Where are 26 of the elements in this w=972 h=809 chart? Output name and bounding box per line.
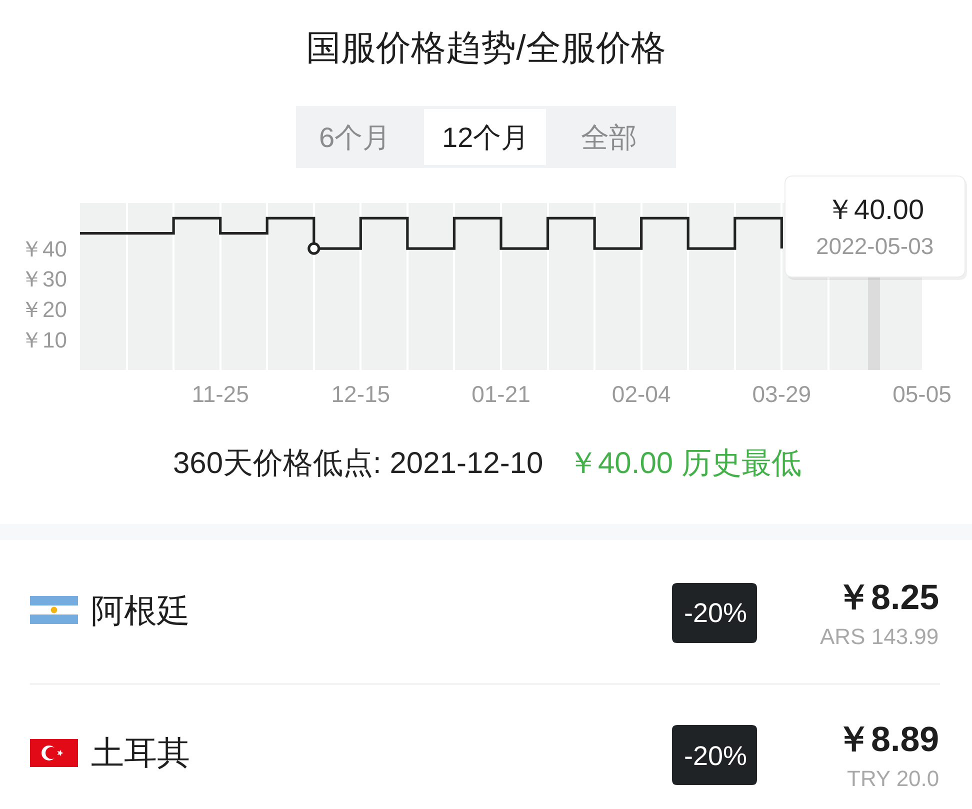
x-tick-label: 01-21 <box>472 381 530 407</box>
text: 6个月 <box>319 122 391 153</box>
text: ARS 143.99 <box>820 624 939 649</box>
x-tick-label: 11-25 <box>192 381 249 407</box>
y-tick-label: ￥30 <box>20 266 67 292</box>
x-tick-label: 03-29 <box>752 381 812 407</box>
text: ￥8.89 <box>836 720 940 759</box>
text: ￥8.25 <box>836 578 940 617</box>
text: -20% <box>684 741 748 771</box>
text: ￥40.00 历史最低 <box>568 447 802 480</box>
text: 12个月 <box>442 122 530 153</box>
chart-title: 国服价格趋势/全服价格 <box>306 28 666 68</box>
y-tick-label: ￥20 <box>20 296 67 322</box>
text: 土耳其 <box>91 734 190 771</box>
y-tick-label: ￥40 <box>20 236 67 262</box>
annotation: ￥40.00 <box>826 194 924 225</box>
text: 360天价格低点: 2021-12-10 <box>173 447 544 480</box>
text: -20% <box>684 598 748 628</box>
x-tick-label: 05-05 <box>892 381 952 407</box>
annotation: 2022-05-03 <box>816 233 934 259</box>
x-tick-label: 02-04 <box>612 381 671 407</box>
text: 全部 <box>581 122 637 153</box>
text: TRY 20.0 <box>847 766 940 791</box>
y-tick-label: ￥10 <box>20 327 67 352</box>
text: 阿根廷 <box>91 592 190 629</box>
x-tick-label: 12-15 <box>331 381 390 407</box>
